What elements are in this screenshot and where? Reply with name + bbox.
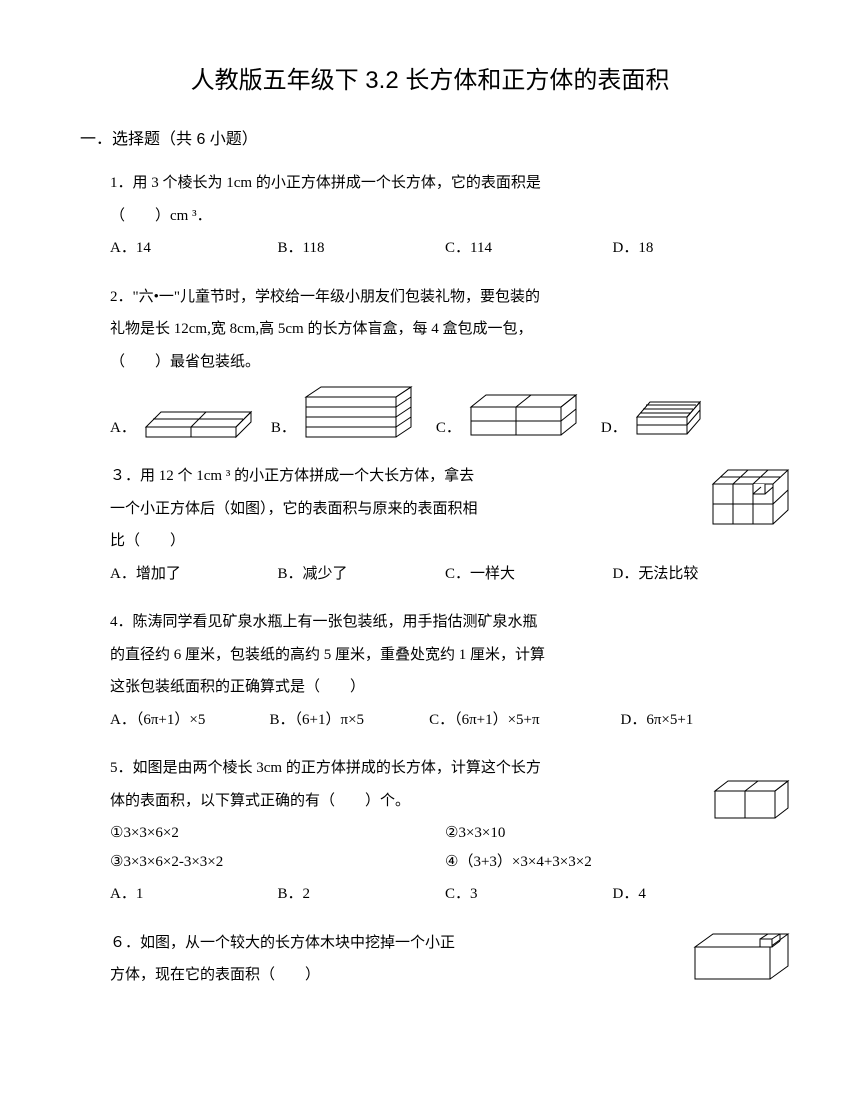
q5-optA: A．1 bbox=[110, 880, 278, 909]
question-2: 2．"六•一"儿童节时，学校给一年级小朋友们包装礼物，要包装的 礼物是长 12c… bbox=[80, 283, 780, 443]
q2-optA: A． bbox=[110, 397, 256, 442]
question-1: 1．用 3 个棱长为 1cm 的小正方体拼成一个长方体，它的表面积是 （ ）cm… bbox=[80, 169, 780, 263]
q2-line1: 2．"六•一"儿童节时，学校给一年级小朋友们包装礼物，要包装的 bbox=[110, 283, 780, 312]
q3-options: A．增加了 B．减少了 C．一样大 D．无法比较 bbox=[110, 560, 780, 589]
q4-optA: A．（6π+1）×5 bbox=[110, 706, 270, 735]
q1-line1: 1．用 3 个棱长为 1cm 的小正方体拼成一个长方体，它的表面积是 bbox=[110, 169, 780, 198]
q2-optC: C． bbox=[436, 387, 586, 442]
box-4x1-icon bbox=[632, 392, 762, 442]
box-1x4-stack-icon bbox=[301, 382, 421, 442]
q2-labelA: A． bbox=[110, 414, 136, 443]
q4-line2: 的直径约 6 厘米，包装纸的高约 5 厘米，重叠处宽约 1 厘米，计算 bbox=[110, 641, 780, 670]
q1-optA: A．14 bbox=[110, 234, 278, 263]
q2-line2: 礼物是长 12cm,宽 8cm,高 5cm 的长方体盲盒，每 4 盒包成一包， bbox=[110, 315, 780, 344]
q6-line1: ６．如图，从一个较大的长方体木块中挖掉一个小正 bbox=[110, 929, 780, 958]
q3-optD: D．无法比较 bbox=[613, 560, 781, 589]
q5-sub-options: ①3×3×6×2 ②3×3×10 ③3×3×6×2-3×3×2 ④（3+3）×3… bbox=[110, 819, 780, 876]
box-2x2-flat-icon bbox=[141, 397, 256, 442]
q5-sub3: ③3×3×6×2-3×3×2 bbox=[110, 848, 445, 877]
q1-optB: B．118 bbox=[278, 234, 446, 263]
q1-line2: （ ）cm ³． bbox=[110, 202, 780, 231]
section-heading: 一．选择题（共 6 小题） bbox=[80, 125, 780, 149]
q3-line2: 一个小正方体后（如图），它的表面积与原来的表面积相 bbox=[110, 495, 780, 524]
q2-optB: B． bbox=[271, 382, 421, 442]
cuboid-corner-cut-icon bbox=[690, 929, 800, 989]
two-cubes-icon bbox=[710, 776, 800, 826]
q5-optB: B．2 bbox=[278, 880, 446, 909]
q5-optD: D．4 bbox=[613, 880, 781, 909]
q1-optC: C．114 bbox=[445, 234, 613, 263]
question-6: ６．如图，从一个较大的长方体木块中挖掉一个小正 方体，现在它的表面积（ ） bbox=[80, 929, 780, 990]
q5-line2: 体的表面积，以下算式正确的有（ ）个。 bbox=[110, 787, 780, 816]
q3-optA: A．增加了 bbox=[110, 560, 278, 589]
q2-labelC: C． bbox=[436, 414, 461, 443]
q3-figure bbox=[705, 462, 800, 548]
q4-options: A．（6π+1）×5 B．（6+1）π×5 C．（6π+1）×5+π D．6π×… bbox=[110, 706, 780, 735]
q4-optC: C．（6π+1）×5+π bbox=[429, 706, 620, 735]
q1-options: A．14 B．118 C．114 D．18 bbox=[110, 234, 780, 263]
q6-figure bbox=[690, 929, 800, 1000]
box-2x2-icon bbox=[466, 387, 586, 442]
q3-optC: C．一样大 bbox=[445, 560, 613, 589]
question-4: 4．陈涛同学看见矿泉水瓶上有一张包装纸，用手指估测矿泉水瓶 的直径约 6 厘米，… bbox=[80, 608, 780, 734]
q1-optD: D．18 bbox=[613, 234, 781, 263]
q3-line1: ３．用 12 个 1cm ³ 的小正方体拼成一个大长方体，拿去 bbox=[110, 462, 780, 491]
q5-sub1: ①3×3×6×2 bbox=[110, 819, 445, 848]
q6-line2: 方体，现在它的表面积（ ） bbox=[110, 961, 780, 990]
q3-optB: B．减少了 bbox=[278, 560, 446, 589]
page-title: 人教版五年级下 3.2 长方体和正方体的表面积 bbox=[80, 60, 780, 95]
q2-optD: D． bbox=[601, 392, 762, 442]
q5-line1: 5．如图是由两个棱长 3cm 的正方体拼成的长方体，计算这个长方 bbox=[110, 754, 780, 783]
q5-figure bbox=[710, 776, 800, 837]
q5-sub4: ④（3+3）×3×4+3×3×2 bbox=[445, 848, 780, 877]
question-5: 5．如图是由两个棱长 3cm 的正方体拼成的长方体，计算这个长方 体的表面积，以… bbox=[80, 754, 780, 909]
q4-line1: 4．陈涛同学看见矿泉水瓶上有一张包装纸，用手指估测矿泉水瓶 bbox=[110, 608, 780, 637]
q2-labelB: B． bbox=[271, 414, 296, 443]
q2-labelD: D． bbox=[601, 414, 627, 443]
cuboid-missing-cube-icon bbox=[705, 462, 800, 537]
question-3: ３．用 12 个 1cm ³ 的小正方体拼成一个大长方体，拿去 一个小正方体后（… bbox=[80, 462, 780, 588]
q3-line3: 比（ ） bbox=[110, 527, 780, 556]
q4-optD: D．6π×5+1 bbox=[620, 706, 780, 735]
q5-optC: C．3 bbox=[445, 880, 613, 909]
q4-line3: 这张包装纸面积的正确算式是（ ） bbox=[110, 673, 780, 702]
q2-line3: （ ）最省包装纸。 bbox=[110, 348, 780, 377]
q2-options: A． B． bbox=[110, 382, 780, 442]
q4-optB: B．（6+1）π×5 bbox=[270, 706, 430, 735]
q5-options: A．1 B．2 C．3 D．4 bbox=[110, 880, 780, 909]
